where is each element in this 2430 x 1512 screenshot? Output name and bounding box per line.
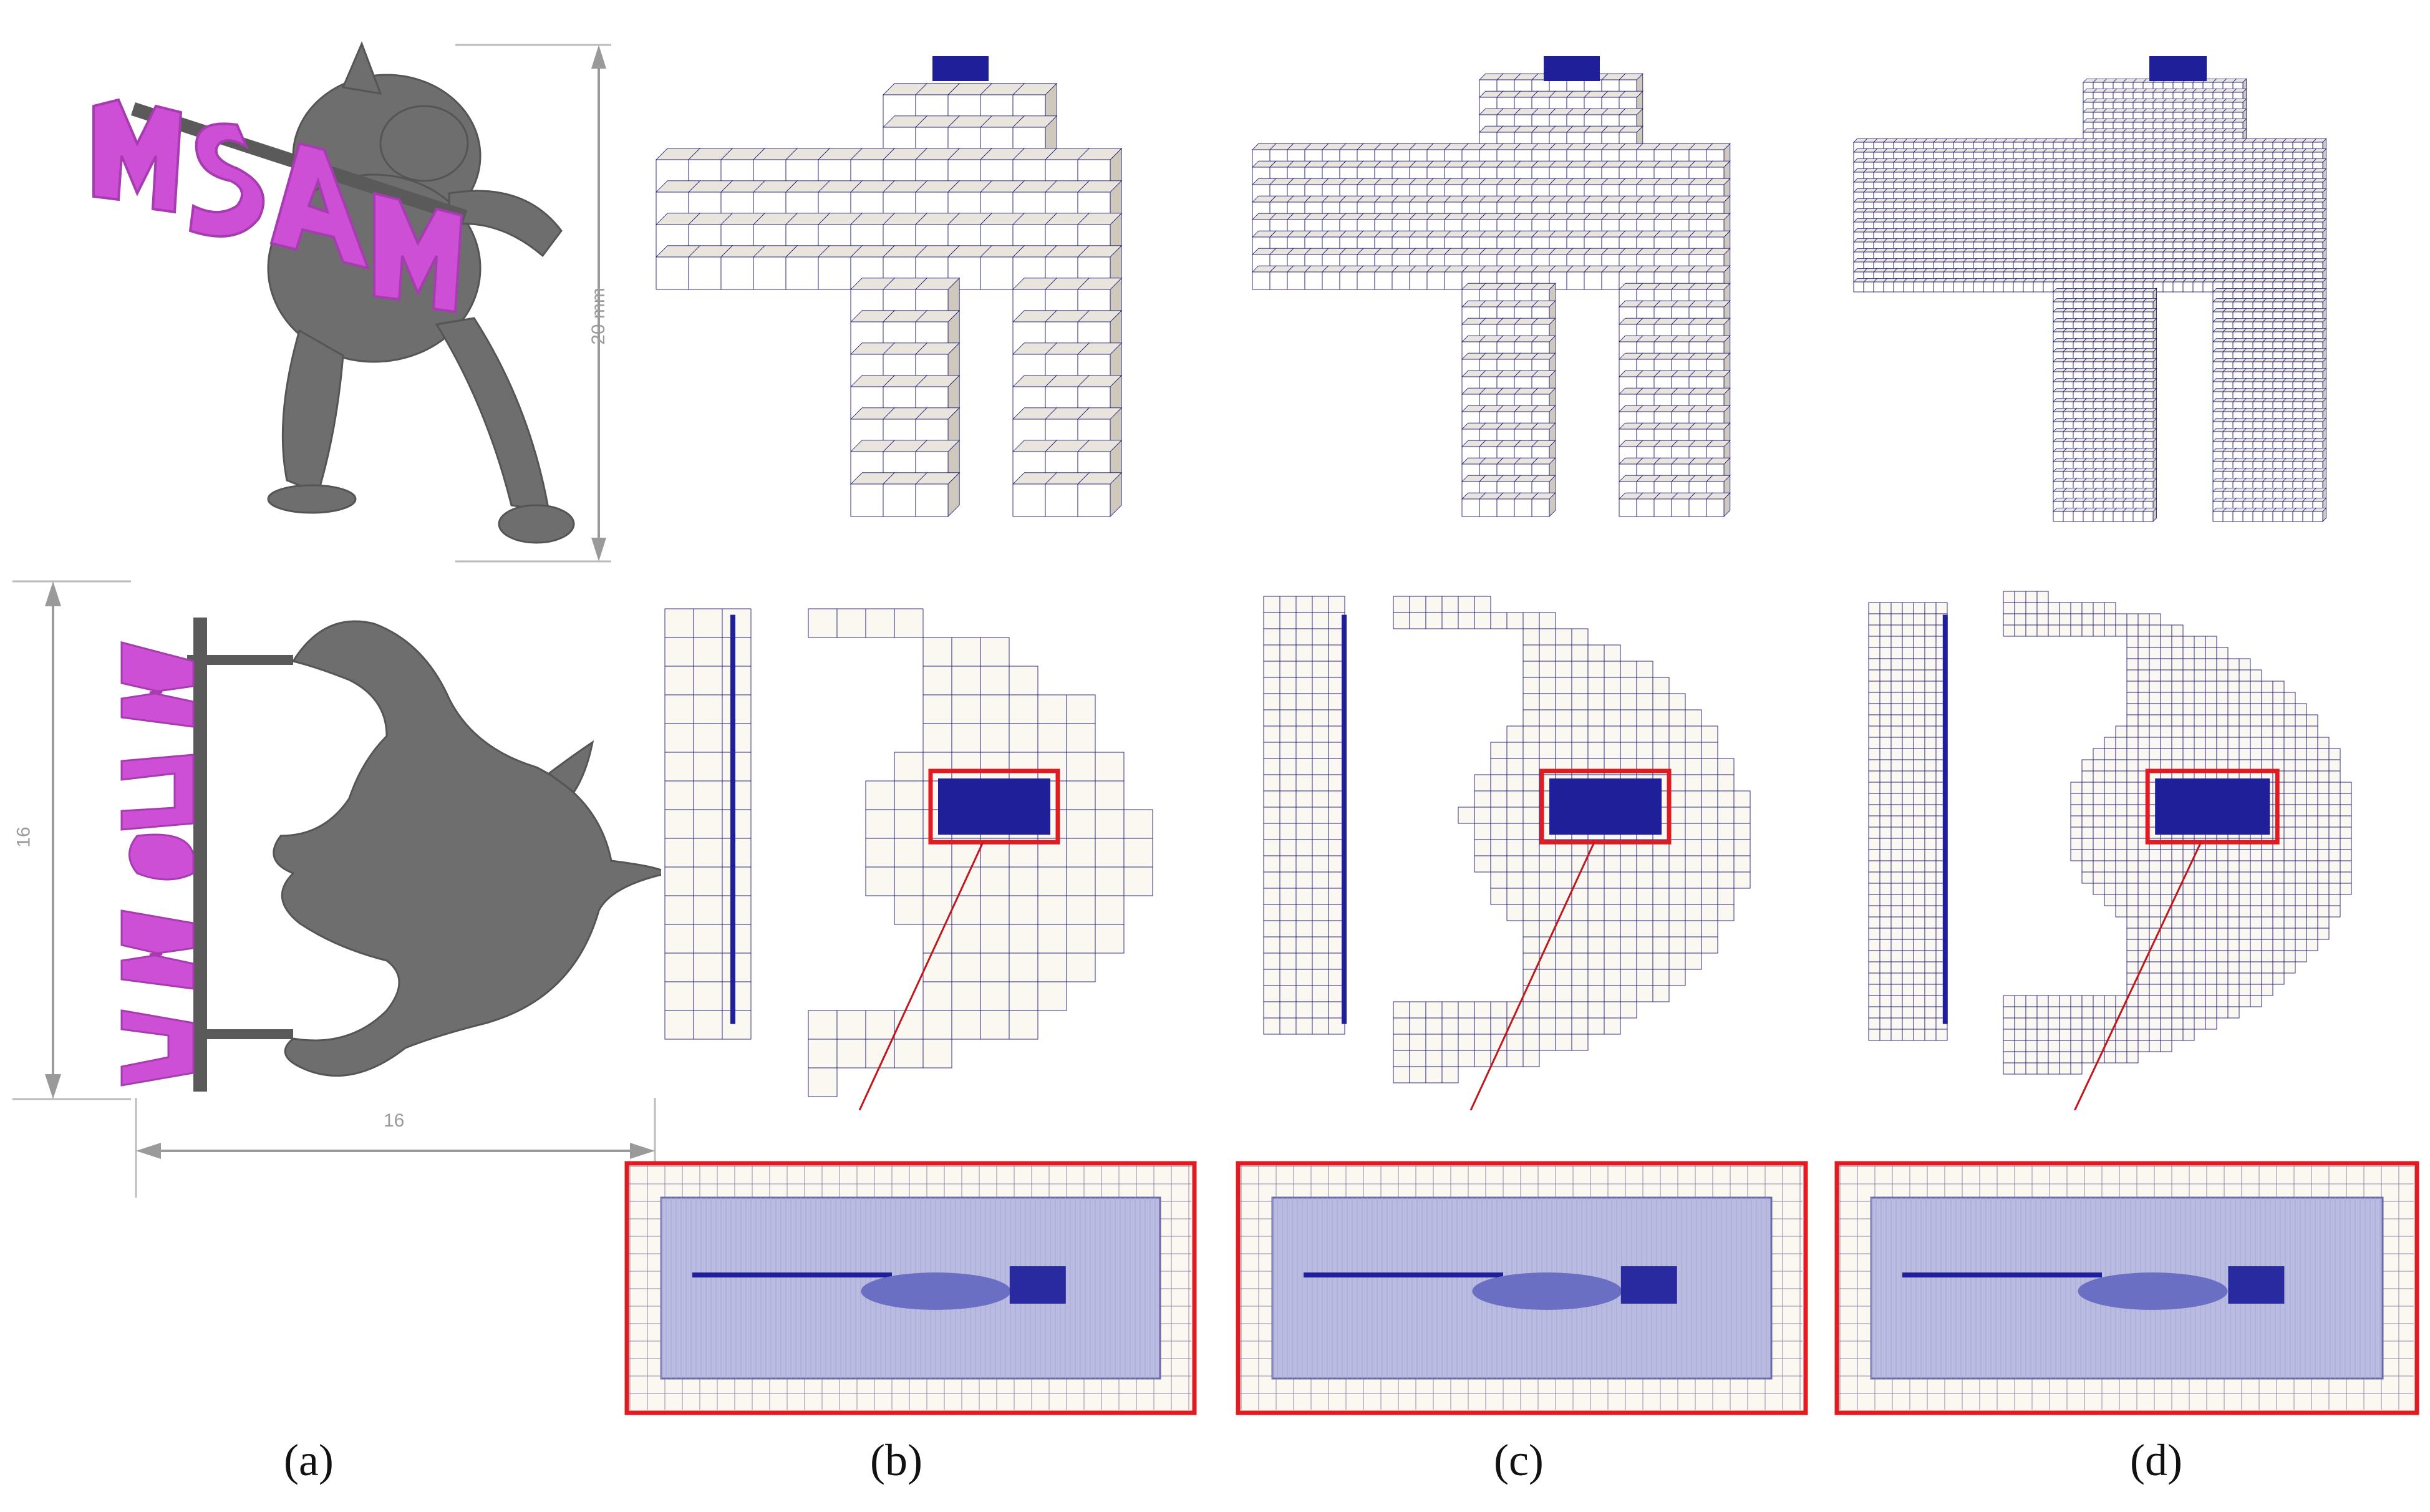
height-dimension-arrow [455, 44, 611, 563]
panel-label-a: (a) [284, 1435, 334, 1485]
voxel-3d-medium [1252, 56, 1731, 517]
panel-a-3d-view: 20 mm [50, 31, 611, 580]
zoom-box-coarse [624, 1161, 1197, 1415]
armadillo-3d-render [92, 41, 575, 544]
height-dimension-label: 20 mm [588, 288, 609, 345]
panel-label-c: (c) [1494, 1435, 1544, 1485]
voxel-slice-coarse [664, 608, 1153, 1110]
zoom-box-medium [1236, 1161, 1808, 1415]
voxel-slice-fine [1868, 591, 2352, 1110]
voxel-slice-medium [1263, 596, 1751, 1110]
panel-label-b: (b) [870, 1435, 922, 1485]
voxel-3d-coarse [656, 56, 1123, 517]
panel-d [1834, 50, 2420, 1422]
panel-c [1235, 50, 1809, 1422]
armadillo-top-render [12, 580, 661, 1198]
panel-b [624, 50, 1198, 1422]
msam-letters [92, 98, 463, 314]
zoom-box-fine [1834, 1161, 2419, 1415]
panel-a-top-view: 16 16 [0, 574, 661, 1198]
top-view-width-label: 16 [384, 1110, 405, 1131]
top-view-height-label: 16 [13, 826, 34, 848]
voxel-3d-fine [1853, 56, 2327, 522]
panel-label-d: (d) [2130, 1435, 2182, 1485]
